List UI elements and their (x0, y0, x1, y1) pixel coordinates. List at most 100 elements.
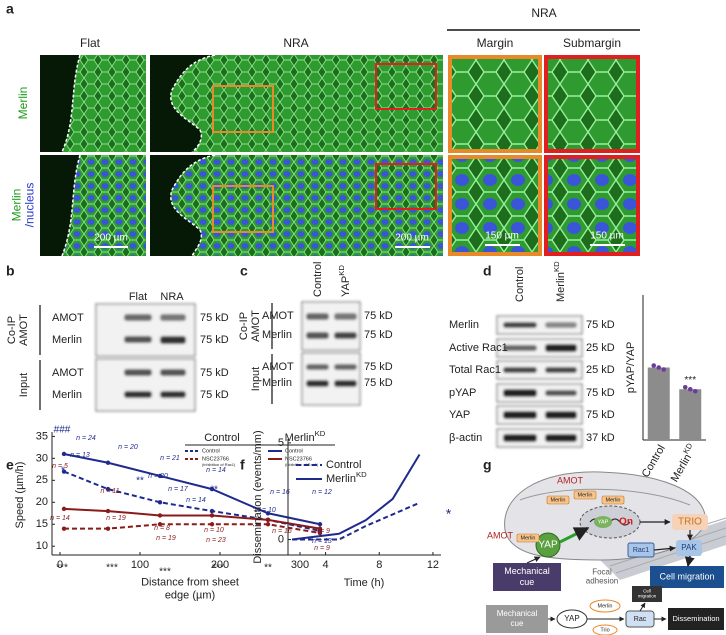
bar (647, 367, 670, 440)
y-tick-label: 20 (36, 496, 48, 508)
diagram-label: AMOT (557, 475, 584, 485)
annotation: n = 14 (206, 467, 226, 474)
diagram-label: TRIO (678, 517, 702, 528)
annotation: *** (212, 563, 224, 574)
x-tick-label: 8 (376, 559, 382, 571)
group-label: Input (18, 373, 30, 397)
annotation: n = 10 (204, 527, 224, 534)
flow-label: Rac (634, 616, 647, 623)
kd-label: 75 kD (200, 389, 229, 401)
annotation: n = 9 (314, 545, 330, 552)
annotation: ** (264, 563, 272, 574)
diagram-label: AMOT (487, 530, 514, 540)
x-tick-label-text: Merlin (669, 452, 694, 484)
scale-bar-label: 200 µm (94, 233, 128, 244)
annotation: * (61, 466, 65, 477)
column-heading: Margin (477, 36, 514, 50)
y-tick-label: 25 (36, 474, 48, 486)
diagram-label: Merlin (606, 497, 621, 503)
lane-label: NRA (160, 291, 184, 303)
diagram-label: YAP (598, 519, 609, 525)
kd-label: 75 kD (364, 329, 393, 341)
blot-label: Active Rac1 (449, 342, 508, 354)
series-line (63, 452, 321, 526)
data-point (157, 513, 163, 518)
model-diagram (486, 471, 726, 635)
blot-label: AMOT (52, 367, 84, 379)
legend-label: NSC23766 (285, 456, 312, 462)
kd-label: 75 kD (364, 361, 393, 373)
annotation: n = 12 (312, 489, 332, 496)
annotation: n = 10 (256, 507, 276, 514)
annotation: *** (56, 563, 68, 574)
row-label: Merlin (10, 189, 24, 222)
diagram-label: YAP (538, 540, 558, 551)
data-point (209, 486, 215, 492)
data-point (61, 451, 67, 457)
legend-note: (inhibition of Rac1) (202, 462, 236, 467)
annotation: n = 11 (100, 488, 119, 495)
diagram-label: Mechanical (504, 566, 550, 576)
kd-label: 37 kD (586, 432, 615, 444)
data-point (105, 526, 111, 531)
y-axis-label: pYAP/YAP (625, 342, 637, 394)
blot-label: YAP (449, 409, 470, 421)
blot-label: AMOT (262, 361, 294, 373)
bracket-lines (39, 303, 273, 410)
blot-label: Merlin (262, 329, 292, 341)
annotation: n = 16 (270, 489, 290, 496)
series-line (291, 453, 421, 541)
diagram-label: Merlin (578, 492, 593, 498)
legend-label-text: Merlin (326, 473, 356, 485)
blot-label: AMOT (52, 312, 84, 324)
x-axis-label: edge (µm) (165, 589, 215, 601)
scale-bar-label: 150 µm (485, 231, 519, 242)
flow-label: Merlin (598, 603, 613, 609)
blot-label: pYAP (449, 387, 476, 399)
data-point (317, 530, 323, 536)
annotation: n = 14 (50, 515, 70, 522)
row-label: /nucleus (23, 183, 37, 228)
data-point (265, 517, 271, 523)
flow-label: cue (511, 619, 524, 628)
annotation: n = 8 (154, 525, 170, 532)
significance: *** (684, 375, 696, 386)
legend-heading-sup: KD (315, 429, 326, 438)
data-point (105, 508, 111, 514)
blot-label: Total Rac1 (449, 364, 501, 376)
significance: * (445, 506, 451, 522)
kd-label: 75 kD (586, 409, 615, 421)
flow-label: Cell (643, 589, 651, 594)
replicate-dot (682, 384, 688, 390)
diagram-label: cue (520, 577, 535, 587)
y-tick-label: 5 (278, 437, 284, 449)
data-point (265, 511, 271, 516)
kd-label: 25 kD (586, 364, 615, 376)
blot-label: β-actin (449, 432, 482, 444)
x-axis-label: Time (h) (344, 577, 385, 589)
y-tick-label: 35 (36, 430, 48, 442)
protein-box (601, 495, 625, 505)
annotation: n = 16 (272, 528, 292, 535)
data-point (157, 500, 163, 505)
legend-label: NSC23766 (202, 456, 229, 462)
annotation: n = 19 (156, 535, 176, 542)
annotation: n = 23 (206, 537, 226, 544)
data-point (317, 526, 323, 531)
replicate-dot (656, 365, 662, 370)
panel-label: d (483, 263, 492, 279)
panel-label: g (483, 457, 492, 473)
diagram-label: adhesion (586, 577, 618, 586)
legend-heading: MerlinKD (285, 429, 326, 444)
annotation: n = 20 (148, 473, 168, 480)
lane-label: Flat (129, 291, 147, 303)
kd-label: 75 kD (586, 387, 615, 399)
legend-label: MerlinKD (326, 470, 367, 485)
kd-label: 75 kD (200, 334, 229, 346)
blot-label: Merlin (52, 334, 82, 346)
lane-label-text: Merlin (555, 272, 567, 302)
flow-label: Mechanical (497, 609, 538, 618)
legend-label: Control (202, 448, 220, 454)
x-tick-label: MerlinKD (666, 441, 699, 484)
